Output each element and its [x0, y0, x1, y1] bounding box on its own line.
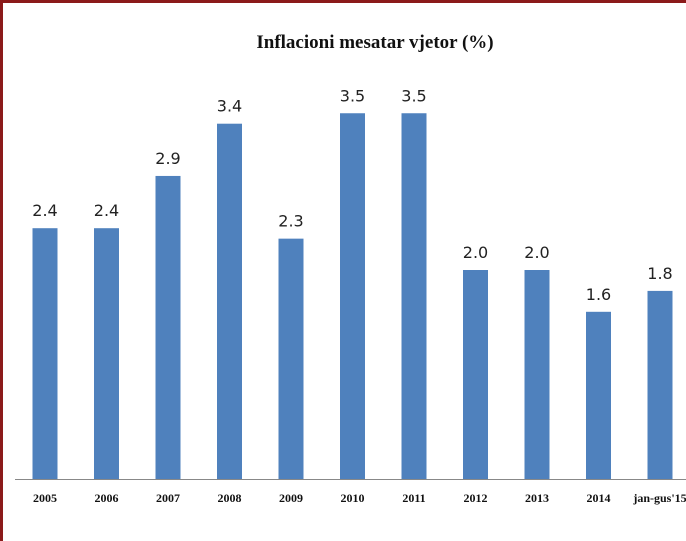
bar	[278, 238, 304, 479]
bar	[586, 311, 611, 479]
bar	[94, 228, 119, 479]
data-label: 3.5	[401, 86, 426, 105]
data-label: 2.0	[524, 243, 549, 262]
x-tick-label: 2010	[341, 491, 365, 505]
data-label: 2.9	[155, 149, 180, 168]
bar	[32, 228, 58, 479]
chart-title: Inflacioni mesatar vjetor (%)	[256, 32, 493, 53]
bar	[217, 123, 242, 479]
data-label: 3.5	[340, 86, 365, 105]
x-tick-label: 2013	[525, 491, 549, 505]
bar	[340, 113, 365, 479]
data-label: 3.4	[217, 97, 242, 116]
x-tick-label: 2012	[464, 491, 488, 505]
x-tick-label: 2008	[218, 491, 242, 505]
data-label: 2.4	[94, 201, 119, 220]
data-label: 2.0	[463, 243, 488, 262]
bar	[463, 270, 488, 479]
bar	[155, 175, 181, 479]
bar	[401, 113, 427, 479]
x-tick-label: 2007	[156, 491, 180, 505]
x-tick-label: jan-gus'15	[632, 491, 686, 505]
data-label: 2.4	[32, 201, 57, 220]
bar	[524, 270, 550, 479]
x-tick-label: 2011	[402, 491, 425, 505]
data-label: 1.6	[586, 285, 611, 304]
data-label: 2.3	[278, 212, 303, 231]
bar	[647, 290, 673, 479]
x-tick-label: 2009	[279, 491, 303, 505]
x-tick-label: 2014	[587, 491, 611, 505]
data-label: 1.8	[647, 264, 672, 283]
x-tick-label: 2005	[33, 491, 57, 505]
x-tick-label: 2006	[95, 491, 119, 505]
